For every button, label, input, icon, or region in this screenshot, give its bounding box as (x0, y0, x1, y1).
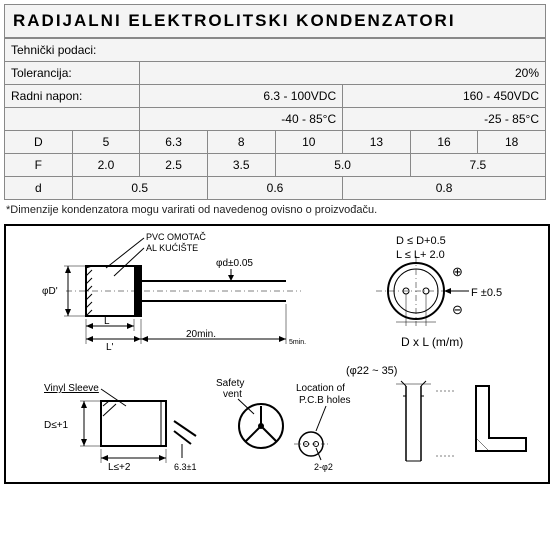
cell: 8 (207, 131, 275, 154)
cell: 3.5 (207, 154, 275, 177)
voltage-b: 160 - 450VDC (343, 85, 546, 108)
tolerance-value: 20% (140, 62, 546, 85)
profile-drawing (396, 381, 526, 461)
temp-b: -25 - 85°C (343, 108, 546, 131)
cell: 2.0 (72, 154, 140, 177)
spec-table: Tehnički podaci: Tolerancija: 20% Radni … (4, 38, 546, 200)
loc2: P.C.B holes (299, 395, 351, 406)
L-label: L (104, 316, 110, 327)
plus-icon: ⊕ (452, 264, 463, 279)
temp-blank (5, 108, 140, 131)
spec2: L ≤ L+ 2.0 (396, 249, 445, 261)
cell: d (5, 177, 73, 200)
cell: 7.5 (410, 154, 545, 177)
loc1: Location of (296, 383, 345, 394)
cell: 5 (72, 131, 140, 154)
Lle-label: L≤+2 (108, 462, 131, 473)
five-label: 5min. (289, 339, 306, 346)
al-label: AL KUĆIŠTE (146, 243, 198, 253)
F-label: F ±0.5 (471, 287, 502, 299)
cell: 13 (343, 131, 411, 154)
Dle-label: D≤+1 (44, 420, 69, 431)
cell: 0.8 (343, 177, 546, 200)
pvc-label: PVC OMOTAČ (146, 232, 206, 242)
six3-label: 6.3±1 (174, 462, 196, 472)
diagram-container: PVC OMOTAČ AL KUĆIŠTE φd±0.05 φD' L L' 2… (4, 224, 550, 484)
two-phi: 2-φ2 (314, 462, 333, 472)
voltage-a: 6.3 - 100VDC (140, 85, 343, 108)
cell: 18 (478, 131, 546, 154)
cell: 6.3 (140, 131, 208, 154)
cell: D (5, 131, 73, 154)
tech-data-label: Tehnički podaci: (5, 39, 546, 62)
footnote: *Dimenzije kondenzatora mogu varirati od… (4, 200, 546, 224)
cell: 0.6 (207, 177, 342, 200)
vent-label: vent (223, 389, 242, 400)
spec1: D ≤ D+0.5 (396, 235, 446, 247)
phiD-label: φD' (42, 286, 58, 297)
minus-icon: ⊖ (452, 302, 463, 317)
safety-label: Safety (216, 378, 244, 389)
phi22: (φ22 ~ 35) (346, 365, 397, 377)
cell: 16 (410, 131, 478, 154)
Lp-label: L' (106, 342, 114, 353)
twenty-label: 20min. (186, 329, 216, 340)
cell: 2.5 (140, 154, 208, 177)
tolerance-label: Tolerancija: (5, 62, 140, 85)
page-title: RADIJALNI ELEKTROLITSKI KONDENZATORI (4, 4, 546, 38)
vinyl-label: Vinyl Sleeve (44, 383, 99, 394)
voltage-label: Radni napon: (5, 85, 140, 108)
DxL-label: D x L (m/m) (401, 335, 463, 349)
temp-a: -40 - 85°C (140, 108, 343, 131)
cell: 10 (275, 131, 343, 154)
phid-label: φd±0.05 (216, 258, 253, 269)
cell: F (5, 154, 73, 177)
diagram-svg: PVC OMOTAČ AL KUĆIŠTE φd±0.05 φD' L L' 2… (6, 226, 544, 478)
cell: 5.0 (275, 154, 410, 177)
cell: 0.5 (72, 177, 207, 200)
